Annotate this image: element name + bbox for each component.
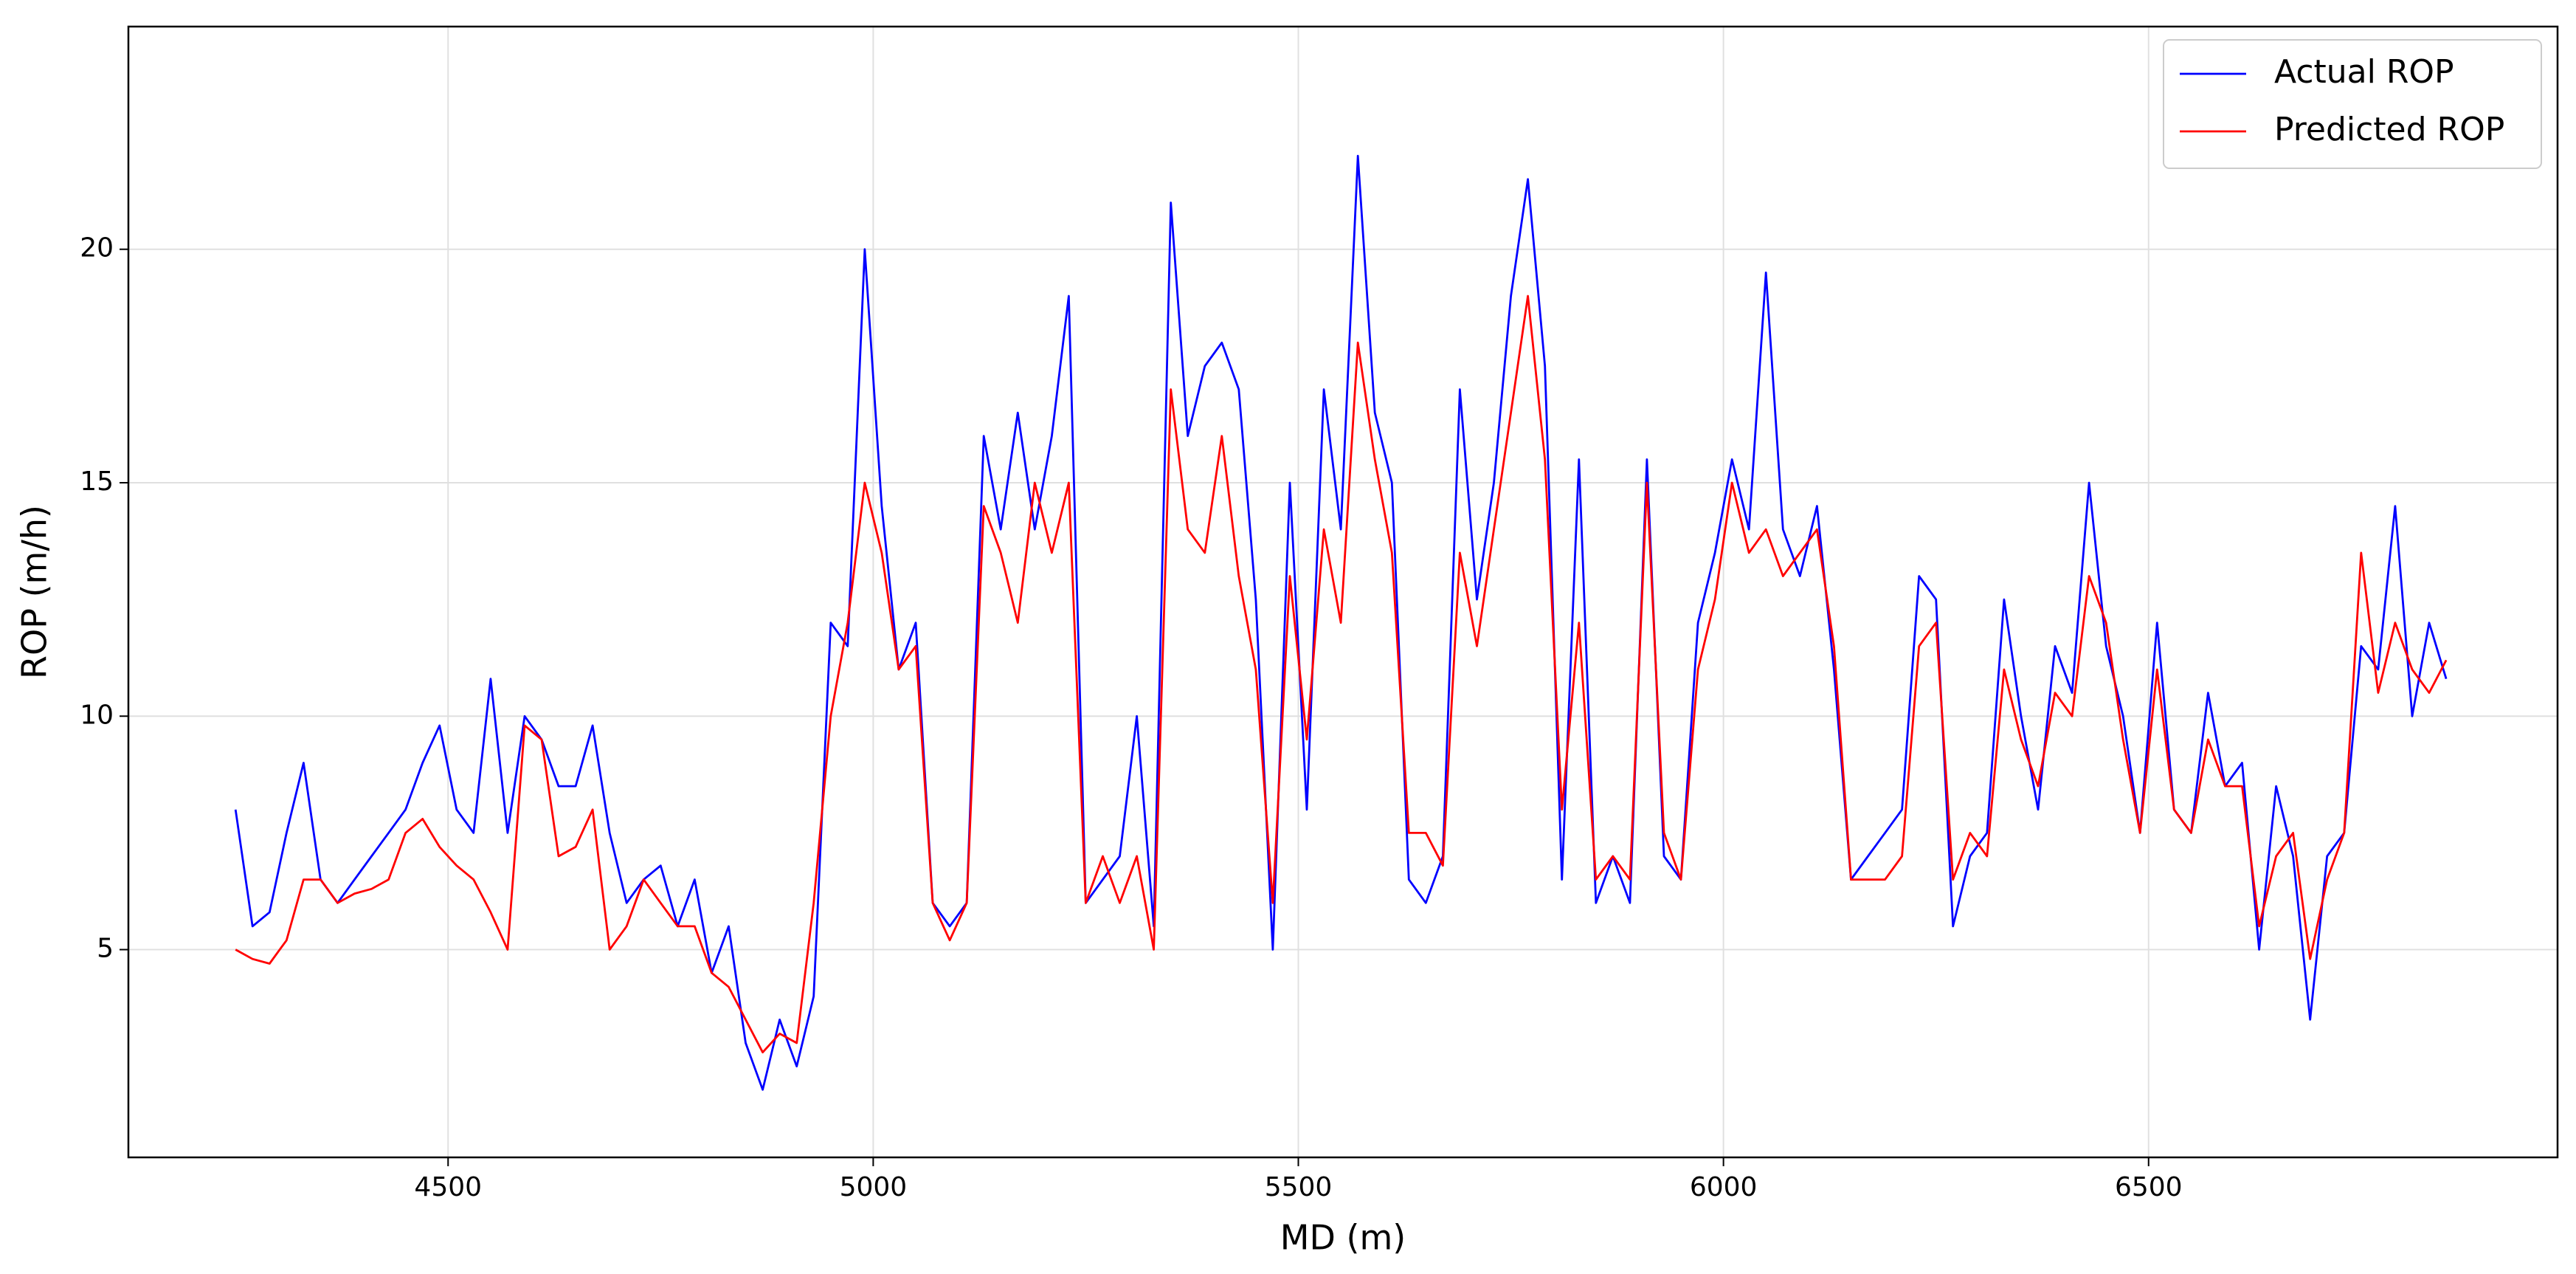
legend-label: Predicted ROP — [2274, 111, 2504, 148]
y-tick-label: 5 — [97, 934, 114, 964]
y-tick-label: 15 — [80, 466, 114, 497]
x-tick-label: 6000 — [1690, 1172, 1758, 1202]
x-tick-label: 5500 — [1265, 1172, 1333, 1202]
x-tick-label: 4500 — [414, 1172, 482, 1202]
y-tick-label: 20 — [80, 233, 114, 264]
legend-label: Actual ROP — [2274, 53, 2454, 91]
x-axis-label: MD (m) — [1280, 1218, 1406, 1258]
axes-frame — [127, 25, 2559, 1159]
line-series — [234, 154, 2448, 1091]
y-tick-label: 10 — [80, 700, 114, 730]
legend-box — [2163, 39, 2542, 169]
x-tick-label: 6500 — [2115, 1172, 2183, 1202]
line-series — [235, 295, 2448, 1054]
y-axis-label: ROP (m/h) — [15, 505, 55, 679]
x-tick-label: 5000 — [840, 1172, 908, 1202]
